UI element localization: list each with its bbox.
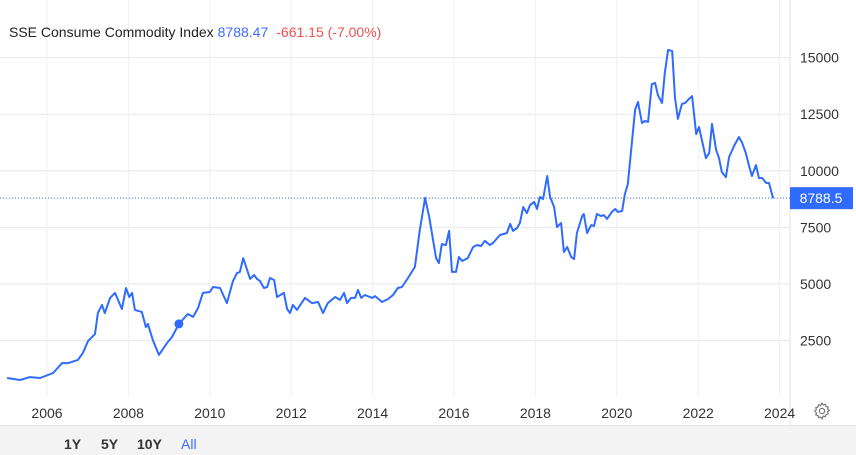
highlighted-point[interactable] [174,319,184,329]
x-tick-label: 2022 [683,405,714,421]
x-tick-label: 2018 [520,405,551,421]
range-selector-bar: 1Y 5Y 10Y All [0,425,856,455]
x-tick-label: 2006 [31,405,62,421]
x-tick-label: 2012 [276,405,307,421]
y-tick-label: 15000 [800,50,839,66]
series-line [6,48,775,381]
x-tick-label: 2008 [113,405,144,421]
chart-legend: SSE Consume Commodity Index 8788.47 -661.1… [9,24,381,40]
range-1y-button[interactable]: 1Y [64,436,82,452]
x-tick-label: 2016 [438,405,469,421]
y-tick-label: 2500 [800,332,831,348]
grid [0,0,790,397]
x-tick-label: 2010 [194,405,225,421]
y-tick-label: 7500 [800,219,831,235]
gear-icon[interactable] [812,401,832,421]
y-tick-label: 5000 [800,276,831,292]
index-value: 8788.47 [217,24,269,40]
x-tick-label: 2020 [601,405,632,421]
range-all-button[interactable]: All [181,436,197,452]
index-name: SSE Consume Commodity Index [9,24,214,40]
price-chart[interactable]: 2500 5000 7500 10000 12500 15000 2006 2008 2010… [0,0,856,425]
x-tick-label: 2024 [764,405,795,421]
last-price-label-box [790,187,853,210]
y-tick-label: 10000 [800,163,839,179]
y-axis: 2500 5000 7500 10000 12500 15000 [800,50,839,349]
range-10y-button[interactable]: 10Y [137,436,162,452]
last-price-label: 8788.5 [800,190,843,206]
index-change: -661.15 (-7.00%) [276,24,382,40]
y-tick-label: 12500 [800,106,839,122]
range-5y-button[interactable]: 5Y [101,436,119,452]
x-tick-label: 2014 [357,405,388,421]
x-axis: 2006 2008 2010 2012 2014 2016 2018 2020 2022 2024 [31,405,795,421]
